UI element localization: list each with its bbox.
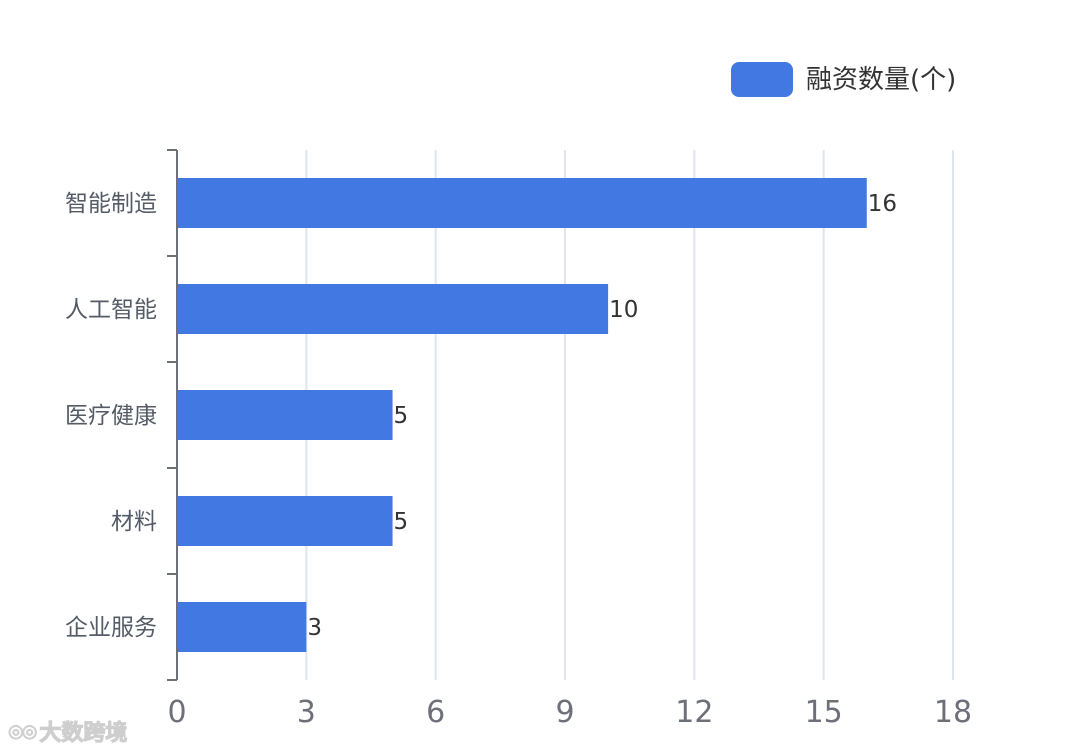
y-category-label: 医疗健康: [65, 403, 157, 429]
y-category-label: 人工智能: [65, 297, 157, 323]
watermark-text: 大数跨境: [39, 721, 128, 747]
bars: [178, 178, 867, 652]
grid-lines: [305, 150, 954, 680]
x-tick-label: 12: [675, 695, 713, 730]
x-tick-label: 0: [167, 695, 186, 730]
x-tick-label: 9: [555, 695, 574, 730]
legend-label: 融资数量(个): [806, 65, 956, 95]
legend-swatch: [731, 62, 793, 97]
bar-value-label: 16: [868, 191, 897, 217]
bar: [178, 178, 867, 228]
y-category-label: 企业服务: [65, 615, 157, 641]
x-tick-label: 6: [426, 695, 445, 730]
bar: [178, 284, 609, 334]
y-category-label: 材料: [111, 509, 157, 535]
bar-value-label: 5: [394, 509, 409, 535]
watermark: ◎◎ 大数跨境: [7, 715, 128, 747]
axes: [167, 149, 178, 681]
bar-value-label: 10: [609, 297, 638, 323]
x-tick-label: 15: [805, 695, 843, 730]
y-category-label: 智能制造: [65, 191, 157, 217]
eye-logo-icon: ◎◎: [7, 720, 37, 742]
labels: 0 3 6 9 12 15 18 智能制造 16 人工智能 10 医疗健康 5 材料 5 企业服务 3: [65, 191, 972, 730]
x-tick-label: 18: [934, 695, 972, 730]
legend[interactable]: 融资数量(个): [731, 62, 956, 97]
bar-value-label: 5: [394, 403, 409, 429]
bar: [178, 602, 307, 652]
bar: [178, 496, 393, 546]
x-tick-label: 3: [297, 695, 316, 730]
bar-value-label: 3: [307, 615, 322, 641]
bar: [178, 390, 393, 440]
